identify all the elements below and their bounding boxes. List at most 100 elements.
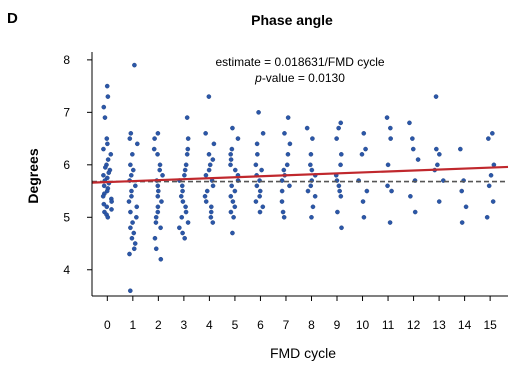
data-point <box>128 209 133 215</box>
data-point <box>436 199 442 204</box>
data-point <box>257 193 262 199</box>
data-point <box>228 193 234 199</box>
data-point <box>131 230 137 236</box>
data-point <box>128 131 134 136</box>
y-tick-label: 6 <box>63 158 70 172</box>
pvalue-italic-p: p <box>254 71 262 85</box>
x-tick-label: 2 <box>155 318 162 332</box>
data-point <box>203 173 209 178</box>
data-point <box>206 152 212 157</box>
data-point <box>129 235 135 241</box>
data-point <box>228 152 233 157</box>
data-point <box>229 183 234 189</box>
data-point <box>155 183 161 189</box>
data-point <box>130 220 135 225</box>
x-axis-ticks: 0 1 2 3 4 5 6 7 8 9 10 11 12 13 14 15 <box>104 296 497 332</box>
data-point <box>255 152 260 157</box>
data-point <box>204 188 210 194</box>
data-point <box>308 183 314 189</box>
data-point <box>134 214 139 220</box>
data-point <box>104 188 110 194</box>
data-point <box>109 199 114 204</box>
data-point <box>185 136 191 141</box>
data-point <box>254 141 260 147</box>
data-point <box>459 220 465 225</box>
y-tick-label: 5 <box>63 210 70 224</box>
data-point <box>104 204 110 210</box>
data-point <box>127 136 133 141</box>
data-point <box>407 120 412 126</box>
data-point <box>158 225 163 231</box>
data-point <box>232 204 238 210</box>
x-tick-label: 15 <box>483 318 497 332</box>
data-point <box>281 167 287 173</box>
plot-area <box>91 62 509 294</box>
y-axis-label: Degrees <box>25 148 41 203</box>
x-tick-label: 5 <box>232 318 239 332</box>
chart-title: Phase angle <box>251 12 333 28</box>
data-point <box>101 173 106 178</box>
data-point <box>338 193 344 199</box>
data-point <box>103 165 108 170</box>
data-point <box>155 209 161 215</box>
data-point <box>230 125 235 131</box>
pvalue-rest: -value = 0.0130 <box>262 71 345 85</box>
data-point <box>106 170 112 175</box>
data-point <box>259 167 264 173</box>
data-point <box>178 193 184 199</box>
y-tick-label: 4 <box>63 263 70 277</box>
data-point <box>153 214 159 220</box>
x-tick-label: 3 <box>181 318 188 332</box>
data-point <box>484 214 490 220</box>
data-point <box>182 167 188 173</box>
data-point <box>361 131 367 136</box>
data-point <box>412 209 418 215</box>
data-point <box>336 183 342 189</box>
data-point <box>133 183 138 189</box>
data-point <box>359 152 365 157</box>
data-point <box>211 141 217 147</box>
data-point <box>182 173 187 178</box>
data-point <box>206 94 212 99</box>
data-point <box>132 62 137 68</box>
data-point <box>459 188 465 194</box>
data-point <box>260 131 266 136</box>
data-point <box>360 199 366 204</box>
data-point <box>102 115 108 120</box>
data-point <box>253 162 259 168</box>
data-point <box>486 183 492 189</box>
data-point <box>155 204 161 210</box>
data-point <box>279 178 285 183</box>
data-point <box>184 152 190 157</box>
data-point <box>435 162 440 168</box>
data-point <box>229 146 235 152</box>
x-tick-label: 4 <box>206 318 213 332</box>
data-point <box>230 230 235 236</box>
y-tick-label: 8 <box>63 53 70 67</box>
data-point <box>101 104 107 110</box>
data-point <box>202 193 208 199</box>
data-point <box>177 225 182 231</box>
data-point <box>183 162 189 168</box>
y-axis-ticks: 4 5 6 7 8 <box>63 53 92 277</box>
data-point <box>256 110 261 115</box>
data-point <box>281 214 287 220</box>
data-point <box>287 141 293 147</box>
data-point <box>134 141 140 147</box>
data-point <box>207 162 213 168</box>
data-point <box>128 162 133 168</box>
x-tick-label: 13 <box>432 318 446 332</box>
data-point <box>108 152 114 157</box>
data-point <box>309 167 315 173</box>
data-point <box>130 167 136 173</box>
x-tick-label: 10 <box>356 318 370 332</box>
x-tick-label: 14 <box>458 318 472 332</box>
data-point <box>389 188 394 194</box>
data-point <box>285 152 291 157</box>
data-point <box>157 167 163 173</box>
data-point <box>410 146 416 152</box>
data-point <box>132 241 138 246</box>
data-point <box>228 162 233 168</box>
data-point <box>336 125 341 131</box>
data-point <box>105 94 111 99</box>
